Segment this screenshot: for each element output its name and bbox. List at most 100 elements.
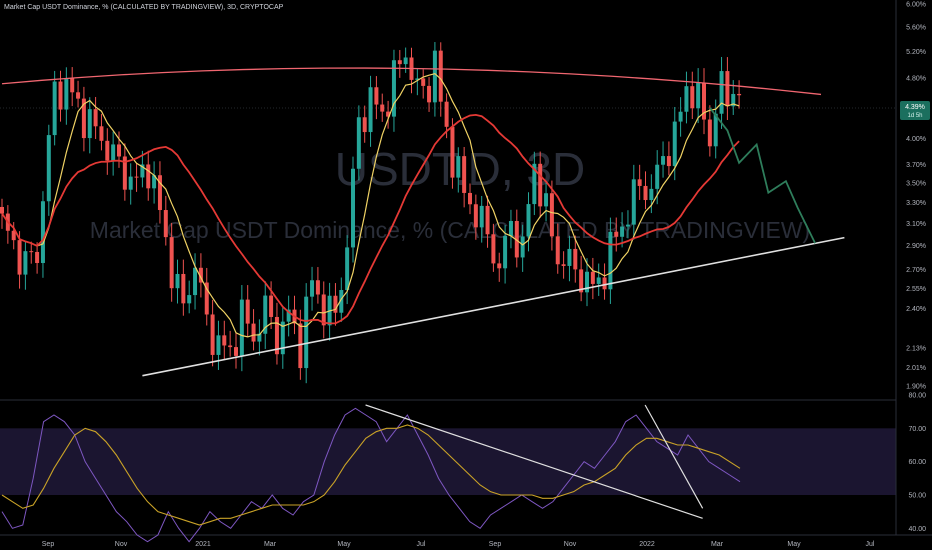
- candle-body: [514, 220, 519, 258]
- price-badge: 4.39% 1d 5h: [900, 101, 930, 120]
- rsi-tick-label: 40.00: [908, 526, 926, 533]
- time-tick-label: May: [337, 541, 351, 548]
- time-tick-label: 2021: [195, 541, 211, 548]
- time-tick-label: Jul: [417, 541, 426, 548]
- candle-body: [315, 280, 320, 295]
- candle-body: [520, 236, 525, 258]
- candle-body: [35, 251, 40, 264]
- candle-body: [52, 81, 57, 136]
- candle-body: [117, 144, 121, 157]
- moving-averages: [1, 73, 740, 338]
- rsi-axis[interactable]: 80.00 70.00 60.00 50.00 40.00: [908, 393, 926, 533]
- price-tick-label: 3.50%: [906, 181, 926, 188]
- rsi-tick-label: 60.00: [908, 459, 926, 466]
- candle-body: [444, 101, 449, 127]
- candle-body: [157, 175, 162, 211]
- candle-body: [661, 156, 666, 165]
- candle-body: [93, 109, 98, 127]
- candle-body: [696, 82, 701, 109]
- candle-body: [333, 295, 338, 313]
- candle-body: [70, 78, 75, 93]
- price-tick-label: 2.01%: [906, 365, 926, 372]
- candles[interactable]: [0, 42, 742, 384]
- candle-body: [532, 163, 537, 205]
- candle-body: [684, 86, 689, 112]
- candle-body: [672, 121, 677, 167]
- candle-body: [462, 156, 467, 193]
- candle-body: [485, 205, 490, 235]
- candle-body: [456, 156, 461, 178]
- price-axis[interactable]: 6.00%5.60%5.20%4.80%4.40%4.00%3.70%3.50%…: [906, 2, 926, 391]
- candle-body: [473, 204, 478, 228]
- candle-body: [134, 176, 139, 178]
- candle-body: [152, 175, 157, 189]
- candle-body: [649, 188, 654, 201]
- price-tick-label: 5.60%: [906, 24, 926, 31]
- candle-body: [286, 309, 291, 322]
- price-tick-label: 3.10%: [906, 221, 926, 228]
- chart-title: Market Cap USDT Dominance, % (CALCULATED…: [4, 4, 284, 11]
- candle-body: [549, 193, 554, 237]
- candle-body: [210, 314, 215, 355]
- ma-fast-line: [1, 73, 740, 338]
- price-tick-label: 5.20%: [906, 49, 926, 56]
- watermark: USDT.D, 3D Market Cap USDT Dominance, % …: [90, 143, 810, 243]
- price-badge-countdown: 1d 5h: [907, 113, 922, 119]
- rsi-line: [1, 407, 741, 543]
- candle-body: [508, 220, 513, 236]
- time-tick-label: Nov: [115, 541, 128, 548]
- candle-body: [386, 111, 391, 117]
- candle-body: [245, 299, 250, 324]
- trendlines[interactable]: [1, 67, 845, 377]
- candle-body: [544, 193, 549, 207]
- candle-body: [608, 231, 613, 290]
- candle-body: [731, 93, 736, 107]
- candle-body: [497, 263, 502, 269]
- candle-body: [356, 117, 361, 169]
- projected-path: [709, 107, 816, 244]
- candle-body: [146, 164, 151, 189]
- candle-body: [175, 273, 180, 289]
- candle-body: [58, 81, 63, 110]
- candle-body: [339, 290, 344, 313]
- candle-body: [228, 345, 233, 348]
- candle-body: [128, 176, 133, 190]
- candle-body: [11, 230, 16, 241]
- candle-body: [450, 126, 455, 178]
- candle-body: [274, 316, 279, 355]
- price-tick-label: 1.90%: [906, 384, 926, 391]
- rsi-tick-label: 70.00: [908, 426, 926, 433]
- candle-body: [257, 333, 262, 342]
- rsi-ma-line: [1, 424, 741, 526]
- price-tick-label: 4.00%: [906, 136, 926, 143]
- candle-body: [479, 205, 484, 228]
- candle-body: [198, 267, 203, 283]
- rsi-tick-label: 80.00: [908, 393, 926, 400]
- candle-body: [555, 236, 560, 265]
- candle-body: [702, 82, 706, 120]
- candle-body: [719, 71, 724, 114]
- candle-body: [491, 234, 496, 264]
- candle-body: [321, 294, 326, 326]
- time-tick-label: Jul: [866, 541, 875, 548]
- candle-body: [655, 164, 660, 189]
- candle-body: [87, 109, 92, 139]
- candle-body: [99, 126, 104, 141]
- candle-body: [614, 231, 619, 237]
- price-tick-label: 2.13%: [906, 346, 926, 353]
- candle-body: [403, 57, 408, 65]
- candle-body: [415, 78, 420, 80]
- candle-body: [368, 87, 373, 133]
- candle-body: [725, 71, 730, 107]
- price-tick-label: 2.70%: [906, 267, 926, 274]
- candle-body: [503, 235, 508, 269]
- candle-body: [643, 185, 648, 201]
- candle-body: [222, 335, 227, 346]
- time-axis[interactable]: Sep Nov 2021 Mar May Jul Sep Nov 2022 Mar May Jul: [42, 541, 875, 548]
- rsi-tick-label: 50.00: [908, 493, 926, 500]
- candle-body: [567, 248, 572, 266]
- candle-body: [40, 201, 45, 264]
- candle-body: [345, 247, 350, 291]
